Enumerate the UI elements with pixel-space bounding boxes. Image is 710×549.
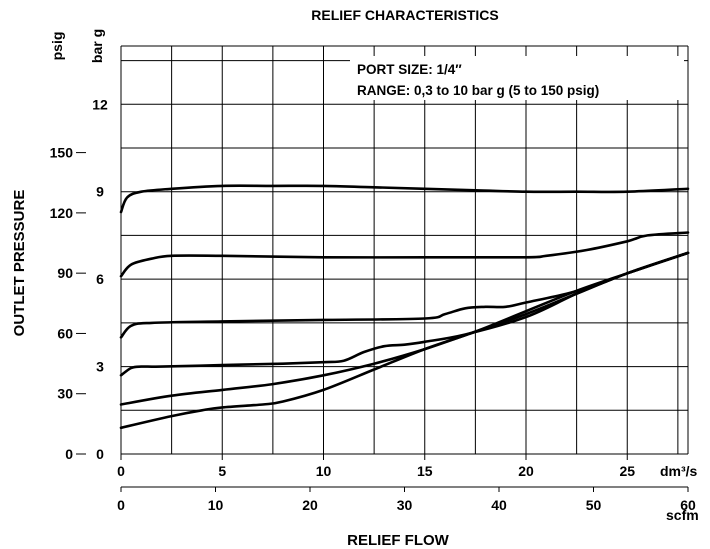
tick-labels: 0 5 10 15 20 250 10 20 30 40 50 6003691203060901201… — [50, 96, 696, 513]
y-tick-label-secondary: 0 — [65, 446, 73, 462]
x-tick-label-primary: 5 — [218, 463, 226, 479]
series-line-1 — [119, 184, 690, 214]
x-tick-label-secondary: 50 — [586, 497, 602, 513]
x-axis-title: RELIEF FLOW — [347, 532, 449, 549]
series-group — [119, 184, 690, 430]
series-line-4 — [119, 251, 690, 377]
x-unit-secondary: scfm — [666, 507, 699, 523]
x-tick-label-secondary: 30 — [397, 497, 413, 513]
x-tick-label-secondary: 40 — [491, 497, 507, 513]
annotation-range: RANGE: 0,3 to 10 bar g (5 to 150 psig) — [357, 83, 599, 98]
y-unit-secondary: psig — [49, 32, 65, 61]
series-line-5 — [119, 251, 690, 406]
series-line-6 — [119, 251, 690, 430]
annotation-port-size: PORT SIZE: 1/4″ — [357, 62, 462, 77]
y-axis-title: OUTLET PRESSURE — [11, 190, 28, 337]
y-unit-primary: bar g — [89, 29, 105, 63]
x-tick-label-primary: 10 — [316, 463, 332, 479]
y-tick-label-secondary: 90 — [57, 265, 73, 281]
series-line-3 — [119, 251, 690, 339]
x-tick-label-primary: 20 — [518, 463, 534, 479]
series-line-2 — [119, 231, 690, 278]
y-tick-label-primary: 12 — [92, 96, 108, 112]
x-tick-label-secondary: 10 — [208, 497, 224, 513]
y-tick-label-primary: 6 — [96, 271, 104, 287]
x-unit-primary: dm³/s — [660, 463, 698, 479]
x-tick-label-secondary: 60 — [680, 497, 696, 513]
annotation-box — [350, 56, 684, 100]
x-tick-label-primary: 0 — [117, 463, 125, 479]
x-tick-label-secondary: 0 — [117, 497, 125, 513]
y-tick-label-primary: 0 — [96, 446, 104, 462]
chart-title: RELIEF CHARACTERISTICS — [311, 7, 498, 23]
x-tick-label-primary: 15 — [417, 463, 433, 479]
y-tick-label-secondary: 150 — [50, 145, 74, 161]
x-tick-label-primary: 25 — [619, 463, 635, 479]
y-tick-label-secondary: 120 — [50, 205, 74, 221]
y-tick-label-primary: 9 — [96, 184, 104, 200]
y-tick-label-secondary: 60 — [57, 325, 73, 341]
y-tick-label-secondary: 30 — [57, 386, 73, 402]
x-tick-label-secondary: 20 — [302, 497, 318, 513]
x-unit-primary-text: dm³/s — [660, 463, 698, 479]
y-tick-label-primary: 3 — [96, 359, 104, 375]
grid — [76, 45, 689, 492]
